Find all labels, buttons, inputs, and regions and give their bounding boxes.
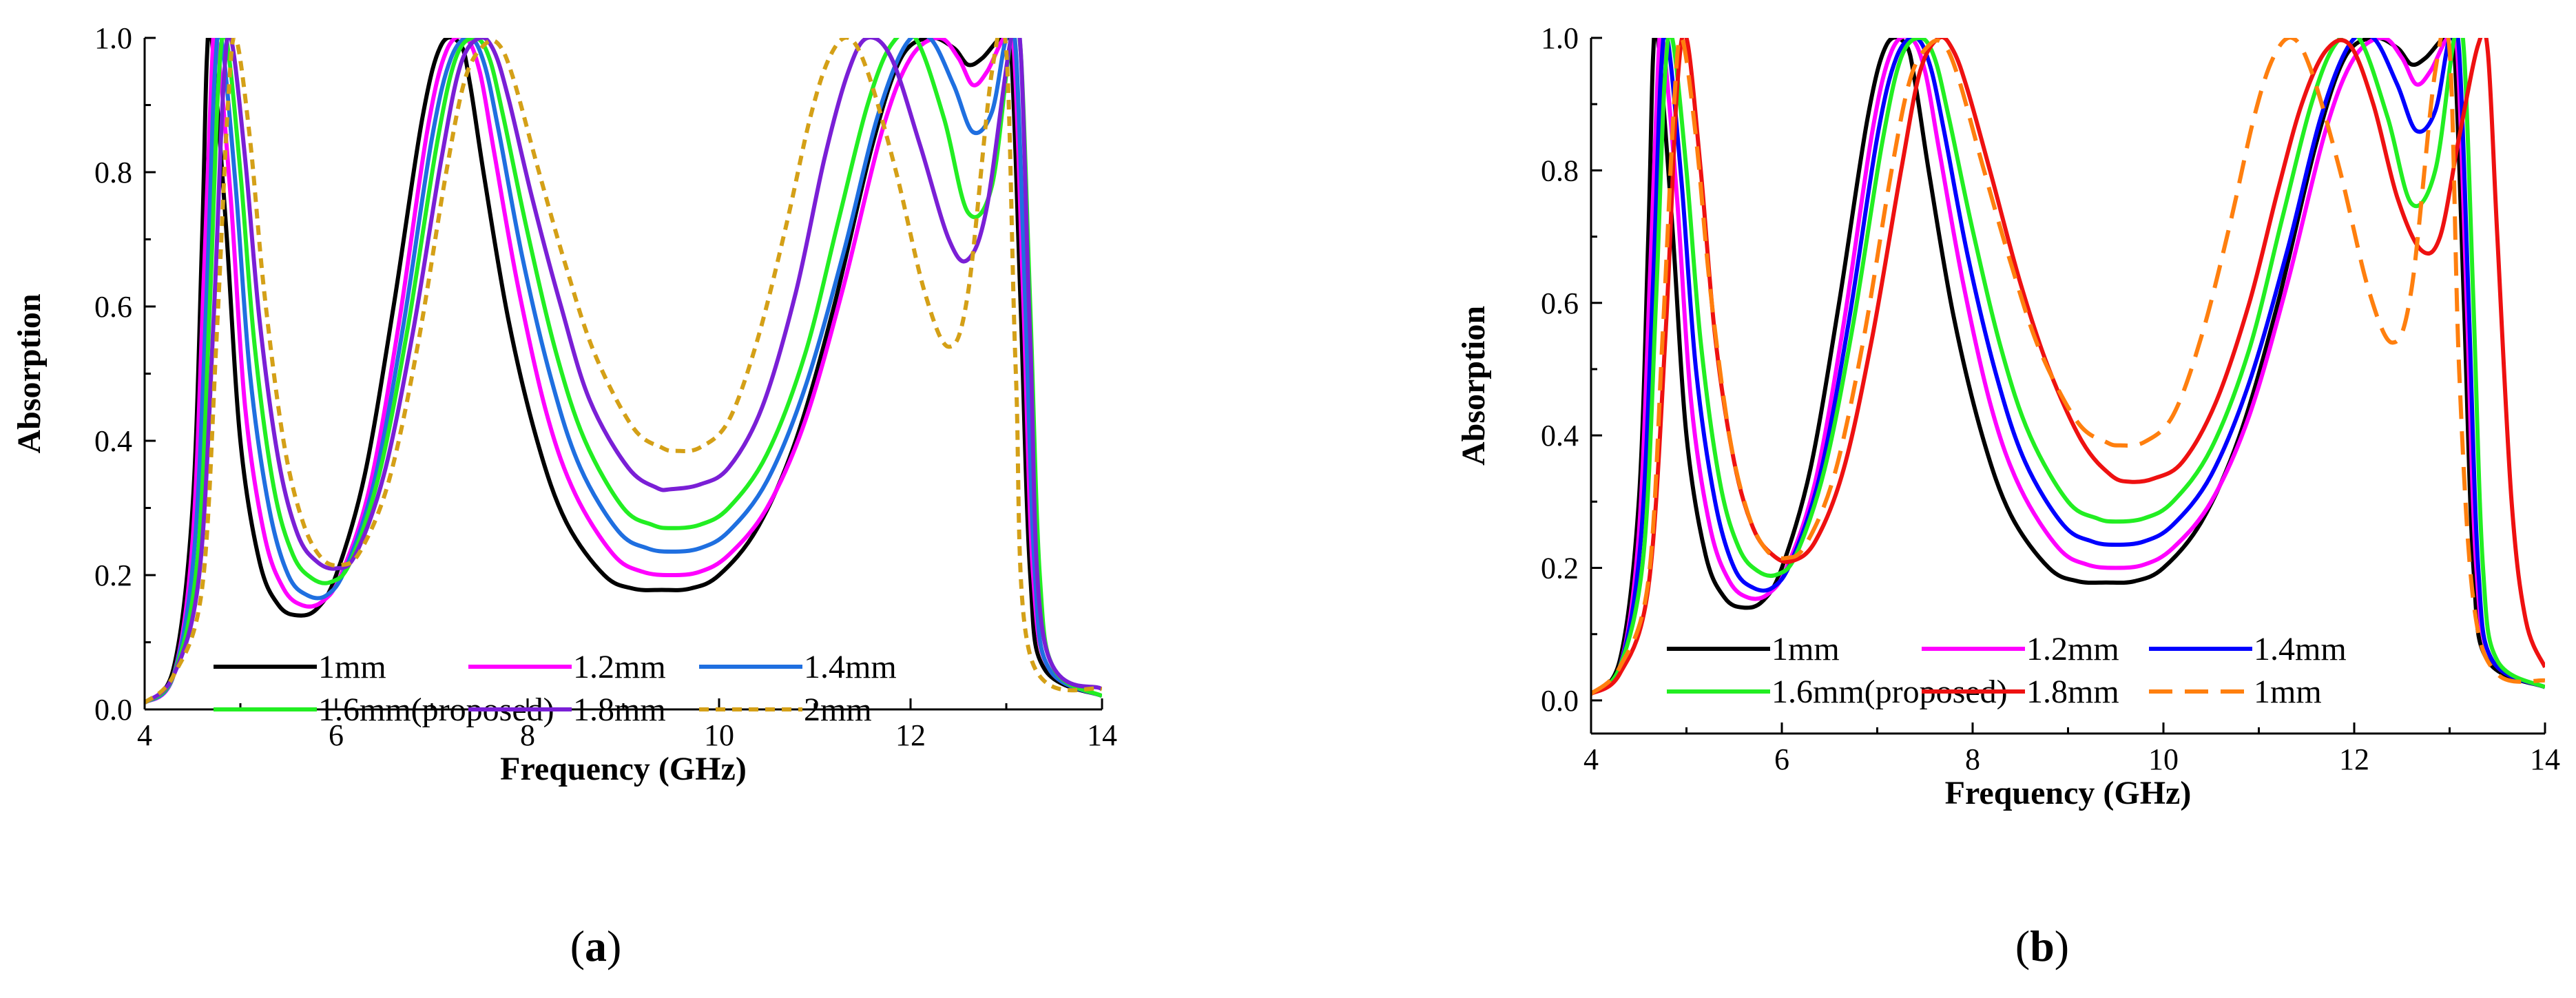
- x-axis-title: Frequency (GHz): [1945, 775, 2192, 811]
- legend-label: 2mm: [804, 692, 872, 728]
- x-axis-title: Frequency (GHz): [500, 751, 747, 787]
- panel-label: (a): [570, 922, 622, 970]
- legend-label: 1.4mm: [804, 649, 897, 685]
- x-tick-label: 4: [137, 718, 152, 752]
- series-line-1: [145, 38, 1102, 705]
- y-tick-label: 0.2: [94, 559, 132, 592]
- series-line-2: [1591, 38, 2545, 696]
- legend-label: 1.2mm: [2026, 631, 2119, 667]
- y-axis-title: Absorption: [1455, 306, 1492, 466]
- series-line-5: [145, 38, 1102, 705]
- y-tick-label: 0.8: [94, 156, 132, 189]
- panel-label: (b): [2015, 922, 2069, 970]
- series-group: [1591, 38, 2545, 696]
- series-group: [145, 38, 1102, 705]
- y-tick-label: 0.0: [94, 693, 132, 727]
- panel-b: 4 6 8 10 12 14 0.0 0.2 0.4 0.6 0.8 1.0 Frequency (GH…: [1455, 21, 2560, 970]
- series-line-6: [145, 38, 1102, 705]
- x-tick-label: 6: [1774, 742, 1789, 776]
- series-line-3: [145, 38, 1102, 705]
- x-tick-label: 10: [2148, 742, 2179, 776]
- legend-label: 1mm: [2254, 674, 2322, 710]
- y-tick-label: 0.6: [1541, 287, 1579, 320]
- y-tick-label: 1.0: [94, 21, 132, 55]
- y-tick-label: 0.4: [94, 424, 132, 458]
- series-line-5: [1591, 38, 2545, 696]
- series-line-1: [1591, 38, 2545, 696]
- x-tick-label: 8: [1965, 742, 1980, 776]
- x-tick-label: 12: [895, 718, 926, 752]
- y-axis-title: Absorption: [11, 293, 48, 453]
- y-tick-label: 0.4: [1541, 419, 1579, 453]
- x-tick-label: 8: [520, 718, 535, 752]
- panel-a: 4 6 8 10 12 14 0.0 0.2 0.4 0.6 0.8 1.0 Frequency (GH…: [11, 21, 1117, 970]
- y-tick-label: 0.8: [1541, 154, 1579, 187]
- x-tick-label: 14: [1087, 718, 1117, 752]
- x-tick-label: 12: [2339, 742, 2369, 776]
- legend-label: 1.8mm: [573, 692, 666, 728]
- series-line-6: [1591, 38, 2545, 696]
- y-tick-label: 0.0: [1541, 684, 1579, 718]
- x-tick-label: 10: [704, 718, 734, 752]
- legend-label: 1mm: [318, 649, 386, 685]
- series-line-4: [1591, 38, 2545, 696]
- x-tick-label: 4: [1583, 742, 1599, 776]
- legend-label: 1.8mm: [2026, 674, 2119, 710]
- x-tick-label: 6: [329, 718, 344, 752]
- series-line-4: [145, 38, 1102, 705]
- y-tick-label: 1.0: [1541, 21, 1579, 55]
- legend-label: 1mm: [1772, 631, 1840, 667]
- legend-label: 1.4mm: [2254, 631, 2347, 667]
- legend-label: 1.2mm: [573, 649, 666, 685]
- x-tick-label: 14: [2530, 742, 2560, 776]
- y-tick-label: 0.6: [94, 290, 132, 324]
- series-line-2: [145, 38, 1102, 705]
- series-line-3: [1591, 38, 2545, 696]
- y-tick-label: 0.2: [1541, 552, 1579, 585]
